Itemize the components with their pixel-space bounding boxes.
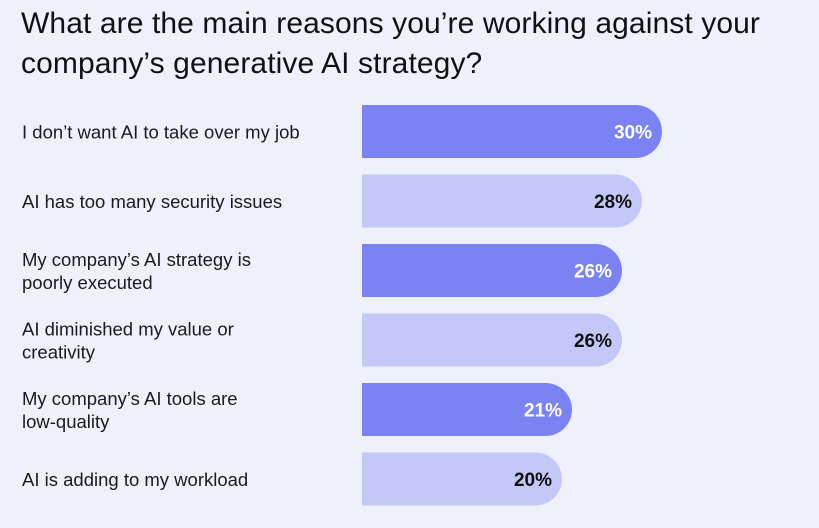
bar-2 <box>362 174 642 228</box>
category-label-line: I don’t want AI to take over my job <box>22 122 300 143</box>
category-label-1: I don’t want AI to take over my job <box>22 122 300 143</box>
bar-4 <box>362 313 622 367</box>
bar-1 <box>362 105 662 158</box>
category-label-6: AI is adding to my workload <box>22 469 248 490</box>
category-label-line: low-quality <box>22 411 110 432</box>
value-label-1: 30% <box>614 123 652 144</box>
value-label-3: 26% <box>574 262 612 283</box>
chart-title: What are the main reasons you’re working… <box>21 7 760 80</box>
category-label-4: AI diminished my value or creativity <box>22 319 234 363</box>
category-label-line: AI has too many security issues <box>22 191 282 212</box>
category-label-5: My company’s AI tools are low-quality <box>22 388 238 432</box>
category-label-line: poorly executed <box>22 272 153 293</box>
value-label-4: 26% <box>574 331 612 352</box>
category-label-line: AI is adding to my workload <box>22 469 248 490</box>
value-label-2: 28% <box>594 192 632 213</box>
category-label-line: My company’s AI tools are <box>22 388 238 409</box>
bar-5 <box>362 383 572 436</box>
category-label-3: My company’s AI strategy is poorly execut… <box>22 249 251 293</box>
value-label-6: 20% <box>514 470 552 491</box>
bar-6 <box>362 452 562 506</box>
value-label-5: 21% <box>524 401 562 422</box>
category-label-line: AI diminished my value or <box>22 319 234 340</box>
category-label-2: AI has too many security issues <box>22 191 282 212</box>
category-label-line: creativity <box>22 342 96 363</box>
bar-3 <box>362 244 622 297</box>
category-label-line: My company’s AI strategy is <box>22 249 251 270</box>
